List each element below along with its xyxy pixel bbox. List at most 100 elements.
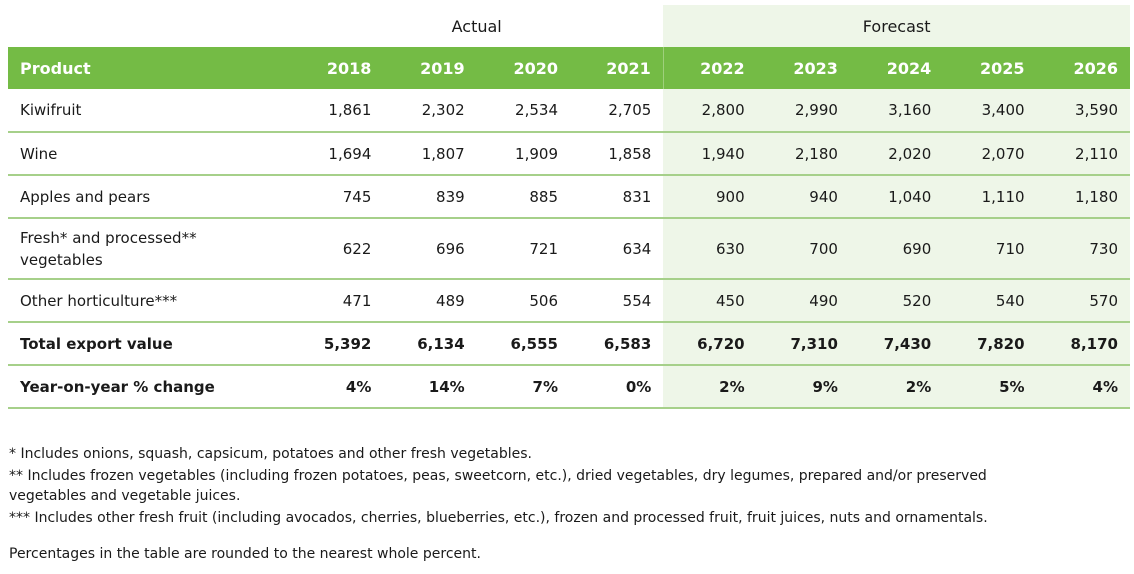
cell-value: 14% bbox=[383, 365, 477, 409]
row-label-text: Wine bbox=[20, 144, 58, 163]
row-label: Kiwifruit bbox=[8, 89, 291, 133]
cell-value: 700 bbox=[756, 218, 850, 280]
row-label-text: Apples and pears bbox=[20, 187, 151, 206]
cell-value: 1,858 bbox=[570, 132, 664, 176]
cell-value: 900 bbox=[663, 175, 757, 219]
row-label: Wine bbox=[8, 132, 291, 176]
table-row: Apples and pears 745 839 885 831 900 940 1,040 1… bbox=[8, 175, 1130, 219]
cell-value: 710 bbox=[943, 218, 1037, 280]
footnote: ** Includes frozen vegetables (including… bbox=[9, 468, 987, 504]
cell-value: 9% bbox=[756, 365, 850, 409]
table-row: Other horticulture*** 471 489 506 554 450 490 5… bbox=[8, 279, 1130, 323]
cell-value: 839 bbox=[383, 175, 477, 219]
cell-value: 1,110 bbox=[943, 175, 1037, 219]
cell-value: 520 bbox=[849, 279, 944, 323]
cell-value: 8,170 bbox=[1036, 322, 1130, 366]
column-header: 2023 bbox=[756, 47, 850, 89]
cell-value: 1,909 bbox=[476, 132, 570, 176]
row-label: Total export value bbox=[8, 322, 291, 366]
cell-value: 730 bbox=[1036, 218, 1130, 280]
header-row: Product 2018 2019 2020 2021 2022 2023 2024 2025 2… bbox=[8, 47, 1130, 89]
cell-value: 7% bbox=[476, 365, 570, 409]
footnote: *** Includes other fresh fruit (includin… bbox=[9, 510, 988, 526]
cell-value: 6,555 bbox=[476, 322, 570, 366]
cell-value: 6,134 bbox=[383, 322, 477, 366]
group-label: Actual bbox=[451, 16, 502, 36]
cell-value: 2% bbox=[849, 365, 944, 409]
row-label-text: Other horticulture*** bbox=[20, 291, 178, 310]
column-header: 2018 bbox=[290, 47, 384, 89]
cell-value: 2,534 bbox=[476, 89, 570, 133]
row-label: Apples and pears bbox=[8, 175, 291, 219]
cell-value: 940 bbox=[756, 175, 850, 219]
table-row: Wine 1,694 1,807 1,909 1,858 1,940 2,180 2,020 2… bbox=[8, 132, 1130, 176]
cell-value: 7,820 bbox=[943, 322, 1037, 366]
cell-value: 5% bbox=[943, 365, 1037, 409]
cell-value: 7,430 bbox=[849, 322, 944, 366]
row-label-text: Kiwifruit bbox=[20, 101, 82, 119]
table-row: Total export value 5,392 6,134 6,555 6,583 6,… bbox=[8, 322, 1130, 366]
column-header: 2025 bbox=[943, 47, 1037, 89]
cell-value: 506 bbox=[476, 279, 570, 323]
cell-value: 745 bbox=[290, 175, 384, 219]
cell-value: 5,392 bbox=[290, 322, 384, 366]
cell-value: 2,990 bbox=[756, 89, 850, 133]
cell-value: 1,861 bbox=[290, 89, 384, 133]
cell-value: 2,020 bbox=[849, 132, 944, 176]
cell-value: 831 bbox=[570, 175, 664, 219]
column-header: 2020 bbox=[476, 47, 570, 89]
cell-value: 2,705 bbox=[570, 89, 664, 133]
cell-value: 630 bbox=[663, 218, 757, 280]
column-header: 2024 bbox=[849, 47, 944, 89]
cell-value: 3,400 bbox=[943, 89, 1037, 133]
cell-value: 3,160 bbox=[849, 89, 944, 133]
row-label-text: Year-on-year % change bbox=[20, 377, 215, 396]
cell-value: 2,302 bbox=[383, 89, 477, 133]
table-row: Fresh* and processed** vegetables 622 696 7… bbox=[8, 218, 1130, 280]
cell-value: 622 bbox=[290, 218, 384, 280]
column-header: 2022 bbox=[662, 47, 757, 89]
cell-value: 2,800 bbox=[663, 89, 757, 133]
group-row: Actual Forecast bbox=[8, 5, 1130, 47]
row-label: Other horticulture*** bbox=[8, 279, 291, 323]
table-row: Year-on-year % change 4% 14% 7% 0% 2% 9% 2% 5% 4% bbox=[8, 365, 1130, 409]
cell-value: 4% bbox=[1036, 365, 1130, 409]
cell-value: 1,940 bbox=[663, 132, 757, 176]
column-header: Product bbox=[8, 47, 291, 89]
column-header: 2019 bbox=[383, 47, 477, 89]
cell-value: 634 bbox=[570, 218, 664, 280]
note: Percentages in the table are rounded to … bbox=[9, 546, 481, 562]
cell-value: 489 bbox=[383, 279, 477, 323]
cell-value: 490 bbox=[756, 279, 850, 323]
cell-value: 2,110 bbox=[1036, 132, 1130, 176]
cell-value: 2,070 bbox=[943, 132, 1037, 176]
row-label: Year-on-year % change bbox=[8, 365, 291, 409]
cell-value: 0% bbox=[570, 365, 664, 409]
cell-value: 696 bbox=[383, 218, 477, 280]
cell-value: 1,040 bbox=[849, 175, 944, 219]
group-label: Forecast bbox=[663, 5, 1130, 47]
column-header: 2021 bbox=[570, 47, 664, 89]
cell-value: 570 bbox=[1036, 279, 1130, 323]
cell-value: 885 bbox=[476, 175, 570, 219]
cell-value: 4% bbox=[290, 365, 384, 409]
cell-value: 7,310 bbox=[756, 322, 850, 366]
column-header: 2026 bbox=[1036, 47, 1130, 89]
cell-value: 1,180 bbox=[1036, 175, 1130, 219]
cell-value: 540 bbox=[943, 279, 1037, 323]
table-row: Kiwifruit 1,861 2,302 2,534 2,705 2,800 2,990 3… bbox=[8, 89, 1130, 133]
cell-value: 6,583 bbox=[570, 322, 664, 366]
cell-value: 3,590 bbox=[1036, 89, 1130, 133]
cell-value: 721 bbox=[476, 218, 570, 280]
row-label-text: Total export value bbox=[20, 334, 173, 353]
cell-value: 471 bbox=[290, 279, 384, 323]
export-table: Actual Forecast Product 2018 2019 2020 2021 202… bbox=[8, 5, 1130, 409]
cell-value: 1,807 bbox=[383, 132, 477, 176]
row-label: Fresh* and processed** vegetables bbox=[8, 218, 291, 280]
cell-value: 2,180 bbox=[756, 132, 850, 176]
cell-value: 690 bbox=[849, 218, 944, 280]
cell-value: 450 bbox=[663, 279, 757, 323]
footnotes: * Includes onions, squash, capsicum, pot… bbox=[9, 444, 1029, 566]
cell-value: 554 bbox=[570, 279, 664, 323]
